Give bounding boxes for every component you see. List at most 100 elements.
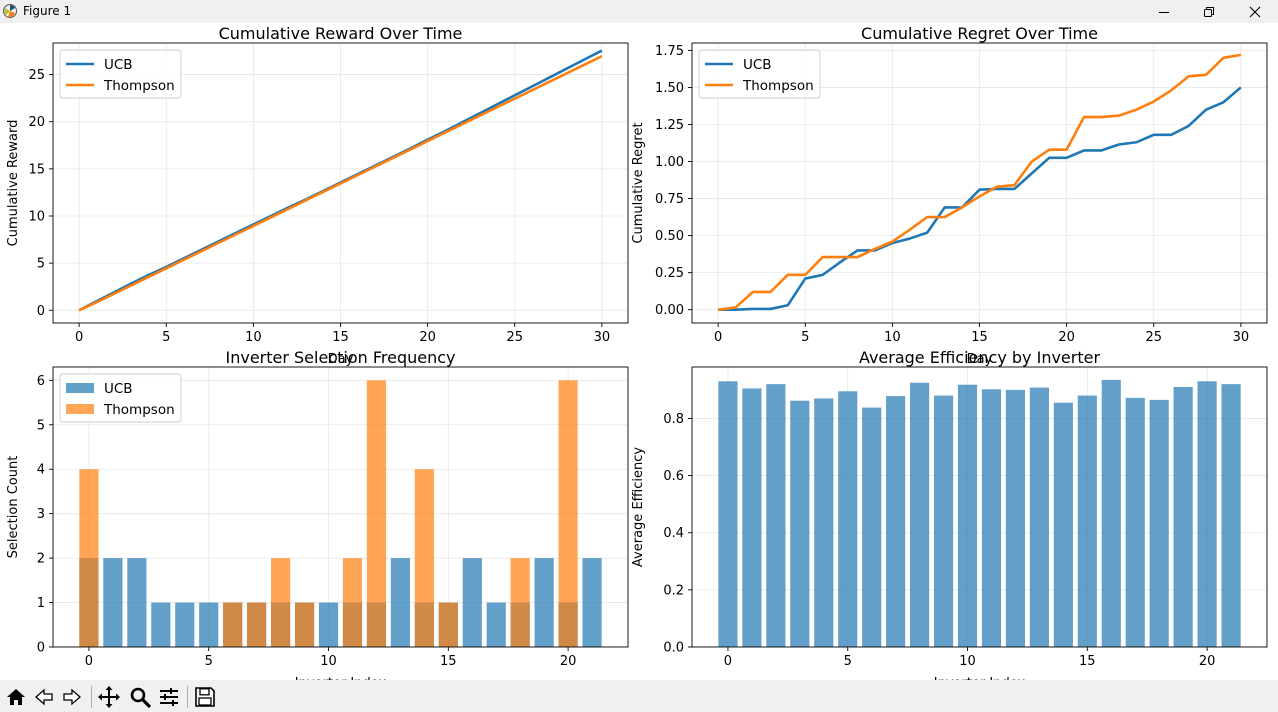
axes-frame (52, 366, 629, 648)
forward-icon (63, 688, 81, 706)
legend-label-ucb: UCB (104, 381, 133, 397)
y-tick-label: 20 (28, 115, 45, 130)
save-button[interactable] (192, 684, 218, 710)
plot-area (718, 379, 1241, 647)
zoom-button[interactable] (127, 684, 153, 710)
minimize-icon (1159, 11, 1169, 13)
bar-ucb (486, 602, 506, 647)
selection-chart: 0 5 10 15 20 0 1 2 3 4 5 6 Inverter Selection Freque… (6, 348, 629, 680)
toolbar-separator (187, 686, 188, 708)
y-tick-label: 6 (37, 374, 45, 389)
series-line-ucb (718, 86, 1242, 311)
bar-ucb (103, 558, 123, 647)
back-button[interactable] (31, 684, 57, 710)
x-tick-label: 30 (1233, 330, 1250, 345)
x-tick-label: 20 (1058, 330, 1075, 345)
reward-chart: 0 5 10 15 20 25 30 0 5 10 15 20 25 Cumulative Reward … (6, 24, 629, 367)
x-tick-label: 15 (332, 330, 349, 345)
legend: UCB Thompson (698, 49, 821, 99)
efficiency-chart: 0 5 10 15 20 0.0 0.2 0.4 0.6 0.8 Average Efficienc… (631, 348, 1268, 680)
x-tick-label: 0 (724, 654, 732, 669)
bar-thompson (294, 602, 315, 647)
y-axis-label: Cumulative Reward (6, 120, 21, 247)
x-tick-label: 0 (75, 330, 83, 345)
window-titlebar: Figure 1 (0, 0, 1278, 23)
forward-button[interactable] (59, 684, 85, 710)
plot-area (78, 49, 603, 312)
bar (718, 381, 738, 647)
home-icon (7, 689, 25, 705)
y-tick-label: 1 (37, 596, 45, 611)
minimize-button[interactable] (1141, 0, 1187, 23)
y-tick-label: 15 (28, 162, 45, 177)
series-line-thompson (78, 55, 603, 312)
y-tick-label: 0.0 (663, 641, 684, 656)
x-tick-label: 5 (162, 330, 170, 345)
matplotlib-logo-icon (3, 4, 17, 18)
x-tick-label: 20 (1199, 654, 1216, 669)
legend-label-thompson: Thompson (742, 78, 814, 94)
close-button[interactable] (1232, 0, 1278, 23)
y-axis-label: Average Efficiency (631, 447, 646, 567)
x-axis-label: Day (328, 352, 354, 367)
bar (1125, 397, 1145, 647)
x-axis-label: Inverter Index (295, 676, 387, 680)
bar (1005, 389, 1026, 647)
restore-icon (1204, 6, 1214, 17)
y-tick-label: 5 (37, 257, 45, 272)
save-icon (195, 687, 215, 707)
legend-label-thompson: Thompson (103, 78, 175, 94)
x-tick-label: 30 (594, 330, 611, 345)
bar-thompson (438, 602, 458, 647)
regret-chart: 0 5 10 15 20 25 30 0.00 0.25 0.50 0.75 1.00 1.25 1.50… (631, 24, 1268, 367)
close-icon (1249, 6, 1261, 17)
x-tick-label: 0 (714, 330, 722, 345)
y-tick-label: 0.75 (655, 192, 684, 207)
bar-ucb (582, 558, 602, 647)
y-tick-label: 0 (37, 304, 45, 319)
subplots-button[interactable] (156, 684, 182, 710)
bar-thompson (247, 602, 267, 647)
bar-thompson (558, 380, 578, 647)
y-axis-label: Selection Count (6, 456, 21, 559)
bar (910, 382, 930, 647)
y-tick-label: 0.50 (655, 229, 684, 244)
bar (933, 395, 954, 647)
chart-title: Average Efficiency by Inverter (859, 348, 1101, 367)
series-line-thompson (717, 53, 1242, 311)
bar (766, 384, 786, 647)
y-tick-label: 25 (28, 68, 45, 83)
chart-title: Cumulative Reward Over Time (219, 24, 463, 43)
bar (814, 398, 834, 647)
pan-button[interactable] (96, 684, 122, 710)
chart-title: Cumulative Regret Over Time (861, 24, 1098, 43)
bar-thompson (414, 469, 434, 647)
bar-ucb (127, 558, 147, 647)
bar (742, 388, 762, 647)
plot-area (79, 380, 602, 647)
y-tick-label: 4 (37, 463, 45, 478)
plot-area (717, 53, 1242, 311)
legend-swatch-ucb (66, 383, 94, 393)
x-tick-label: 15 (1079, 654, 1096, 669)
x-axis-label: Day (967, 352, 993, 367)
bar (1101, 379, 1121, 647)
y-tick-label: 1.75 (655, 44, 684, 59)
bar (1149, 399, 1169, 647)
chart-title: Inverter Selection Frequency (225, 348, 455, 367)
y-tick-label: 1.00 (655, 155, 684, 170)
x-tick-label: 25 (1145, 330, 1162, 345)
y-tick-label: 2 (37, 552, 45, 567)
bar-ucb (390, 558, 410, 647)
bar (1173, 387, 1193, 647)
x-tick-label: 25 (506, 330, 523, 345)
restore-button[interactable] (1186, 0, 1232, 23)
bar-ucb (534, 558, 554, 647)
navigation-toolbar (0, 680, 1278, 712)
bar (1221, 384, 1241, 647)
x-tick-label: 10 (245, 330, 262, 345)
bar-ucb (151, 602, 171, 647)
x-tick-label: 15 (971, 330, 988, 345)
home-button[interactable] (3, 684, 29, 710)
